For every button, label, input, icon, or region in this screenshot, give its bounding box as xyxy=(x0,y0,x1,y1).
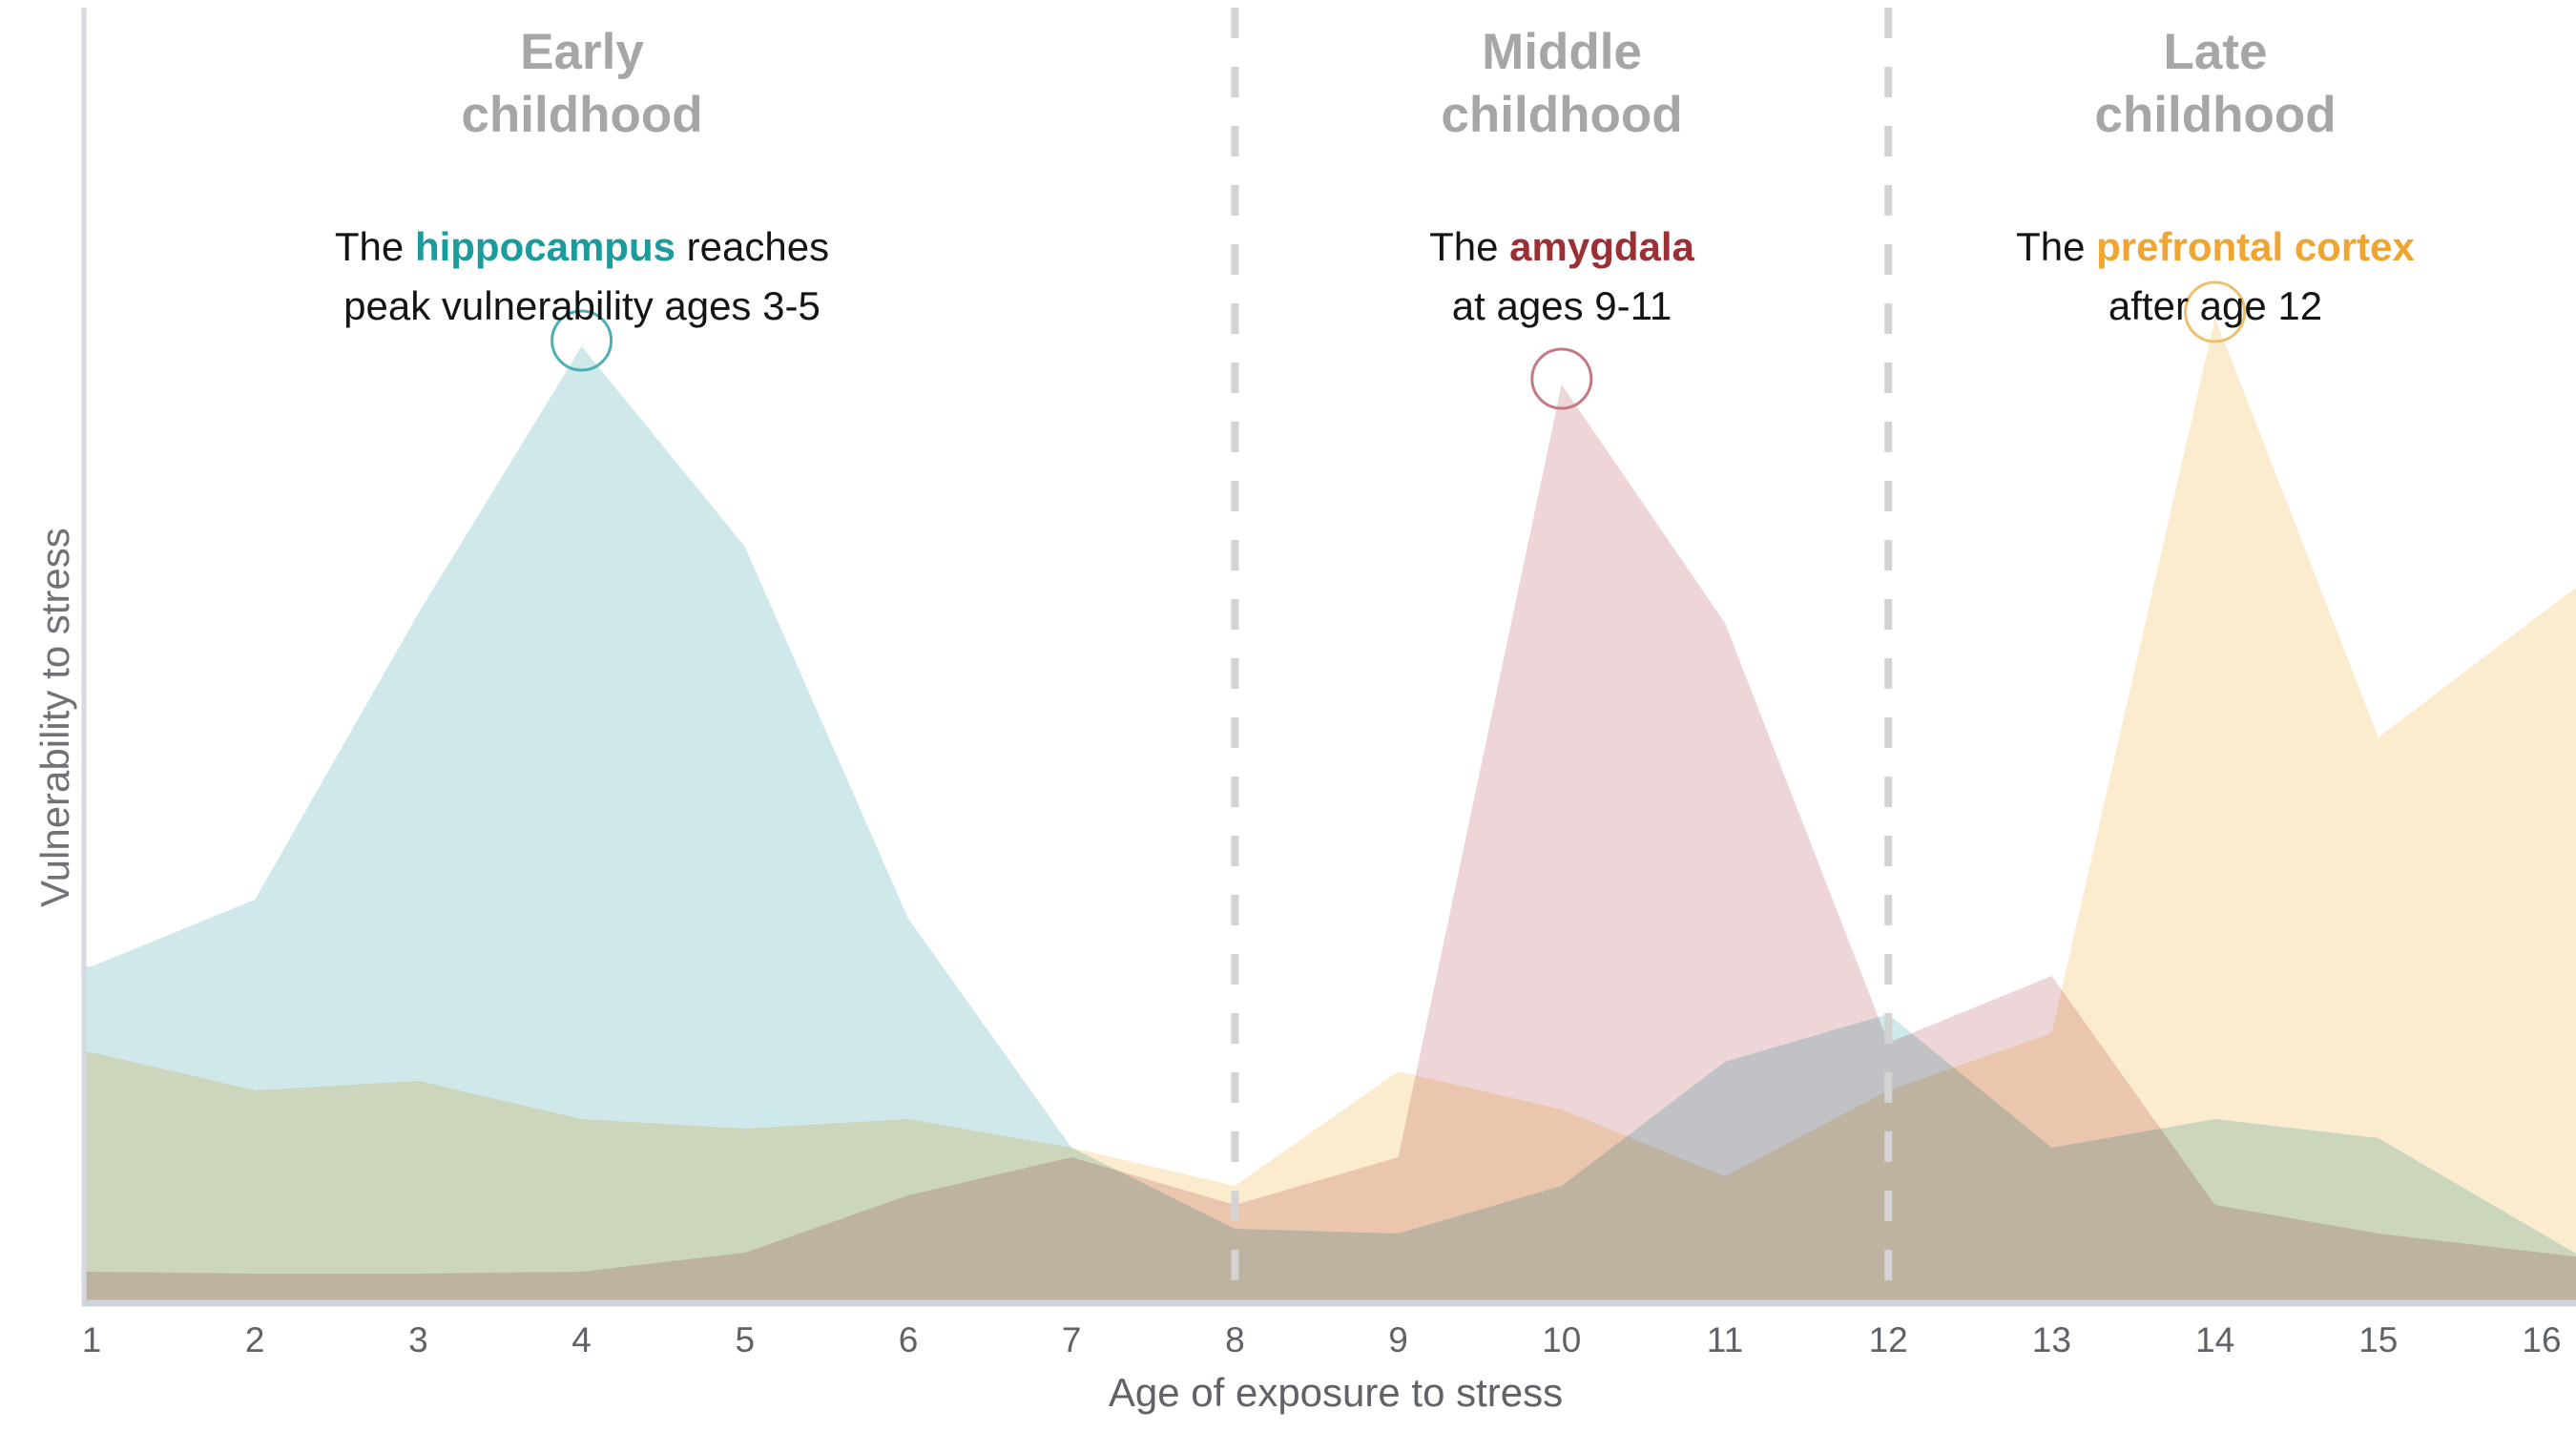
x-tick-15: 15 xyxy=(2358,1320,2399,1359)
x-tick-16: 16 xyxy=(2522,1320,2562,1359)
amygdala-peak-circle xyxy=(1530,347,1593,410)
annotation-amygdala: The amygdala at ages 9-11 xyxy=(1190,218,1934,336)
x-tick-11: 11 xyxy=(1706,1320,1744,1359)
hippocampus-peak-circle xyxy=(551,309,613,372)
annotation-keyword-amygdala: amygdala xyxy=(1509,224,1694,269)
x-tick-6: 6 xyxy=(898,1320,919,1359)
x-tick-10: 10 xyxy=(1542,1320,1582,1359)
x-tick-9: 9 xyxy=(1388,1320,1408,1359)
annotation-line1: The hippocampus reaches xyxy=(334,224,830,269)
x-tick-7: 7 xyxy=(1061,1320,1082,1359)
annotation-hippocampus: The hippocampus reaches peak vulnerabili… xyxy=(210,218,954,336)
prefrontal-cortex-area xyxy=(84,318,2576,1300)
section-title-line: Middle xyxy=(1482,24,1642,80)
section-title-line: childhood xyxy=(1441,87,1683,143)
x-tick-8: 8 xyxy=(1225,1320,1245,1359)
annotation-line2: peak vulnerability ages 3-5 xyxy=(343,283,821,328)
annotation-prefrontal-cortex: The prefrontal cortex after age 12 xyxy=(1843,218,2576,336)
x-tick-3: 3 xyxy=(408,1320,428,1359)
annotation-keyword-prefrontal-cortex: prefrontal cortex xyxy=(2096,224,2415,269)
section-title-line: Late xyxy=(2163,24,2268,80)
hippocampus-area xyxy=(84,346,2576,1300)
section-title-late: Late childhood xyxy=(1843,21,2576,147)
x-tick-5: 5 xyxy=(735,1320,756,1359)
section-title-line: childhood xyxy=(2094,87,2337,143)
x-axis-title: Age of exposure to stress xyxy=(1108,1370,1564,1415)
y-axis-title: Vulnerability to stress xyxy=(32,528,77,907)
section-title-middle: Middle childhood xyxy=(1190,21,1934,147)
section-divider-lines xyxy=(1231,8,1893,1299)
prefrontal-cortex-peak-circle xyxy=(2184,280,2247,343)
x-tick-4: 4 xyxy=(571,1320,592,1359)
x-tick-14: 14 xyxy=(2195,1320,2235,1359)
x-tick-13: 13 xyxy=(2031,1320,2071,1359)
annotation-line1: The amygdala xyxy=(1429,224,1694,269)
annotation-line1: The prefrontal cortex xyxy=(2016,224,2415,269)
area-series-group xyxy=(84,318,2576,1300)
annotation-line2: at ages 9-11 xyxy=(1451,283,1672,328)
section-title-early: Early childhood xyxy=(210,21,954,147)
annotation-line2: after age 12 xyxy=(2108,283,2323,328)
section-title-line: Early xyxy=(520,24,644,80)
x-tick-12: 12 xyxy=(1868,1320,1908,1359)
annotation-keyword-hippocampus: hippocampus xyxy=(414,224,675,269)
peak-circles-group xyxy=(551,280,2247,410)
section-title-line: childhood xyxy=(461,87,703,143)
x-tick-2: 2 xyxy=(244,1320,265,1359)
x-tick-1: 1 xyxy=(81,1320,102,1359)
